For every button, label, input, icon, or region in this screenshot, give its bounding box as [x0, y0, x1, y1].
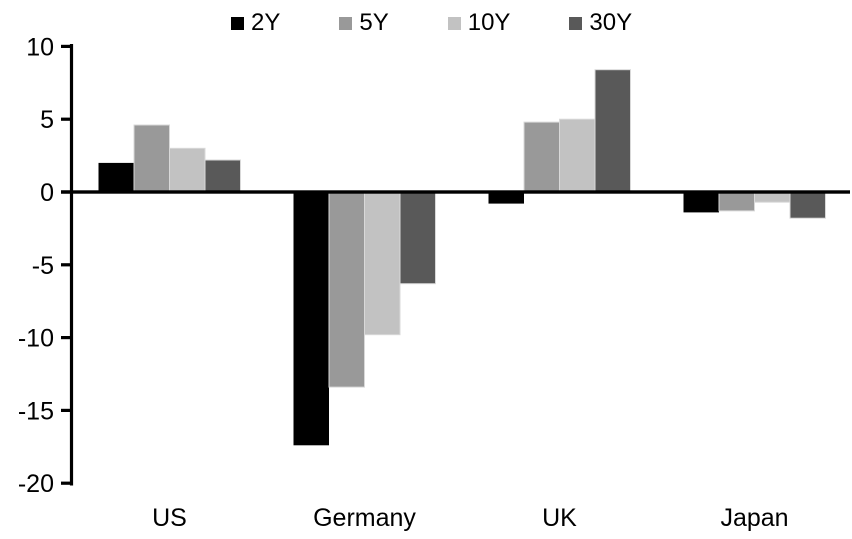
bar-uk-5y [523, 121, 560, 193]
x-label-japan: Japan [720, 504, 788, 532]
bar-us-10y [169, 147, 206, 193]
y-tick-label-0: 0 [40, 179, 54, 207]
y-tick-label-10: 10 [26, 33, 54, 61]
legend-label-10y: 10Y [467, 9, 511, 36]
x-axis-line [61, 190, 850, 194]
legend-swatch-5y [339, 16, 353, 30]
bar-japan-30y [789, 191, 826, 219]
y-axis-tick-10 [61, 44, 73, 48]
bar-japan-5y [718, 191, 755, 212]
bar-germany-10y [364, 191, 401, 336]
bar-germany-2y [293, 192, 329, 446]
bar-us-30y [204, 159, 241, 193]
y-tick-label--5: -5 [32, 252, 54, 280]
legend-swatch-10y [447, 16, 461, 30]
bar-uk-2y [488, 192, 524, 204]
y-tick-label--10: -10 [18, 325, 54, 353]
bar-us-5y [133, 124, 170, 193]
bar-germany-30y [399, 191, 436, 285]
y-axis-tick--10 [61, 336, 73, 340]
bar-uk-30y [594, 69, 631, 193]
x-label-us: US [152, 504, 187, 532]
legend-item-10y: 10Y [447, 9, 511, 36]
legend-label-2y: 2Y [251, 9, 281, 36]
bar-us-2y [98, 162, 134, 192]
y-tick-label-5: 5 [40, 106, 54, 134]
x-label-uk: UK [542, 504, 577, 532]
bar-uk-10y [559, 118, 596, 193]
y-axis-tick-5 [61, 117, 73, 121]
legend-item-30y: 30Y [569, 11, 632, 35]
legend-label-5y: 5Y [359, 9, 389, 36]
legend-label-30y: 30Y [589, 9, 633, 36]
legend-swatch-30y [569, 16, 583, 30]
bar-germany-5y [328, 191, 365, 388]
legend-item-5y: 5Y [339, 9, 389, 36]
y-axis-tick--20 [61, 481, 73, 485]
bar-japan-2y [683, 192, 719, 213]
y-axis-tick--15 [61, 408, 73, 412]
legend-item-2y: 2Y [231, 11, 280, 35]
chart-legend: 2Y 5Y 10Y 30Y [231, 11, 632, 35]
y-tick-label--20: -20 [18, 470, 54, 498]
y-axis-tick--5 [61, 263, 73, 267]
x-label-germany: Germany [313, 504, 416, 532]
legend-swatch-2y [231, 16, 244, 30]
y-tick-label--15: -15 [18, 397, 54, 425]
